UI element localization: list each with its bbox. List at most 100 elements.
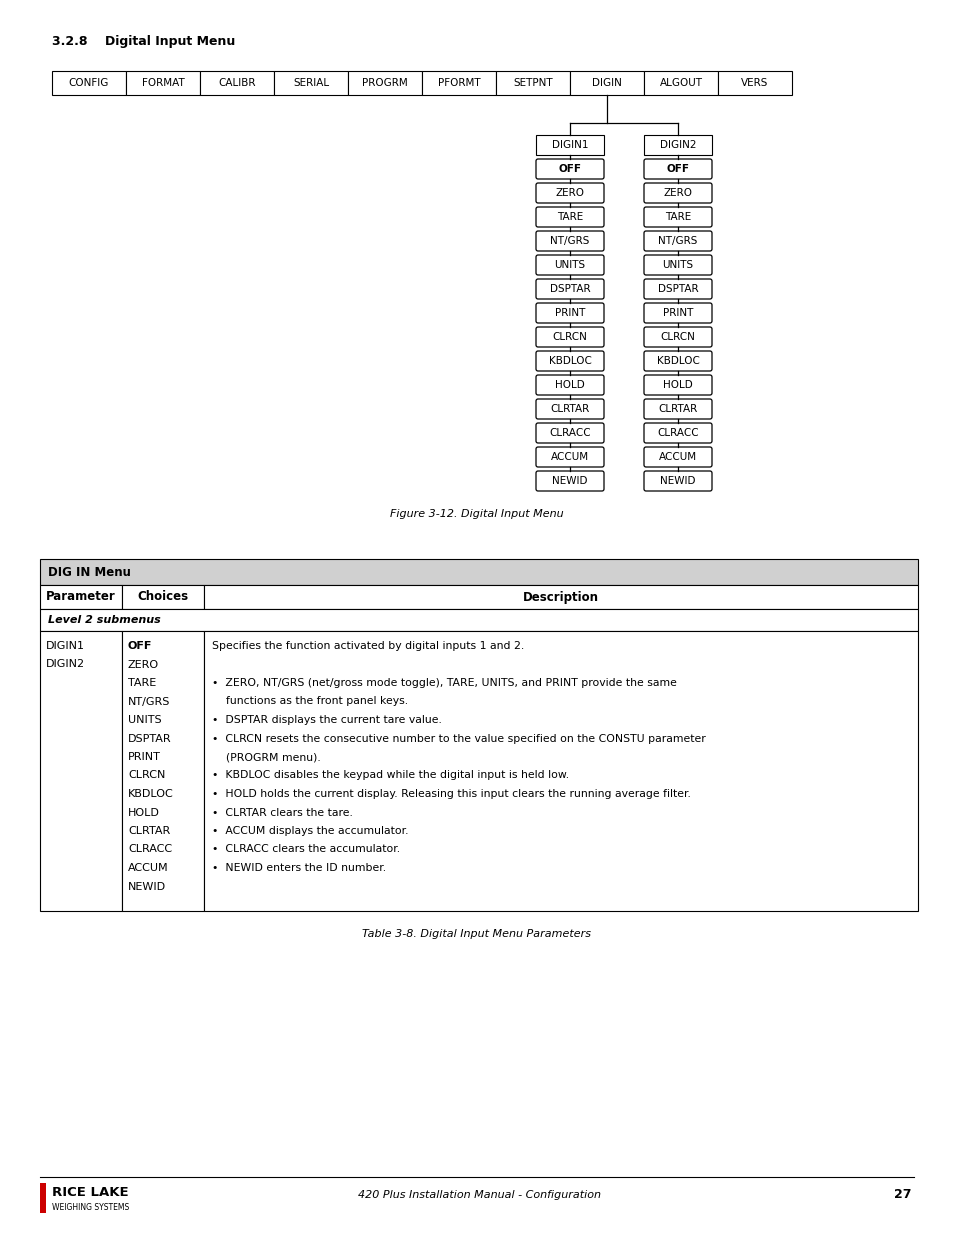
Bar [643, 70, 718, 95]
Text: RICE LAKE: RICE LAKE [52, 1187, 129, 1199]
Text: SERIAL: SERIAL [293, 78, 329, 88]
Bar [718, 70, 791, 95]
Bar [40, 631, 122, 911]
Bar [40, 585, 122, 609]
Text: NT/GRS: NT/GRS [128, 697, 171, 706]
Text: TARE: TARE [664, 212, 690, 222]
FancyBboxPatch shape [536, 399, 603, 419]
Bar [122, 631, 204, 911]
Text: HOLD: HOLD [555, 380, 584, 390]
Text: UNITS: UNITS [661, 261, 693, 270]
Text: KBDLOC: KBDLOC [548, 356, 591, 366]
Text: WEIGHING SYSTEMS: WEIGHING SYSTEMS [52, 1203, 129, 1212]
Text: NT/GRS: NT/GRS [550, 236, 589, 246]
Text: VERS: VERS [740, 78, 768, 88]
FancyBboxPatch shape [643, 375, 711, 395]
Text: CONFIG: CONFIG [69, 78, 109, 88]
Text: NEWID: NEWID [128, 882, 166, 892]
Text: ACCUM: ACCUM [128, 863, 169, 873]
Text: FORMAT: FORMAT [141, 78, 184, 88]
Text: PFORMT: PFORMT [437, 78, 479, 88]
FancyBboxPatch shape [536, 231, 603, 251]
FancyBboxPatch shape [536, 424, 603, 443]
Text: HOLD: HOLD [128, 808, 160, 818]
FancyBboxPatch shape [643, 447, 711, 467]
FancyBboxPatch shape [536, 159, 603, 179]
Text: CLRACC: CLRACC [549, 429, 590, 438]
Text: ACCUM: ACCUM [551, 452, 588, 462]
Text: ZERO: ZERO [662, 188, 692, 198]
FancyBboxPatch shape [536, 447, 603, 467]
Text: OFF: OFF [666, 164, 689, 174]
Text: •  DSPTAR displays the current tare value.: • DSPTAR displays the current tare value… [212, 715, 441, 725]
Text: CLRTAR: CLRTAR [128, 826, 170, 836]
Text: PRINT: PRINT [555, 308, 584, 317]
FancyBboxPatch shape [536, 207, 603, 227]
FancyBboxPatch shape [536, 375, 603, 395]
FancyBboxPatch shape [643, 231, 711, 251]
Text: Choices: Choices [137, 590, 189, 604]
Text: Description: Description [522, 590, 598, 604]
FancyBboxPatch shape [536, 303, 603, 324]
FancyBboxPatch shape [536, 254, 603, 275]
Text: 420 Plus Installation Manual - Configuration: 420 Plus Installation Manual - Configura… [358, 1191, 601, 1200]
Bar [274, 70, 348, 95]
FancyBboxPatch shape [536, 471, 603, 492]
Text: •  CLRACC clears the accumulator.: • CLRACC clears the accumulator. [212, 845, 399, 855]
Bar [348, 70, 421, 95]
Text: NT/GRS: NT/GRS [658, 236, 697, 246]
FancyBboxPatch shape [536, 183, 603, 203]
Text: UNITS: UNITS [128, 715, 161, 725]
Text: TARE: TARE [128, 678, 156, 688]
Text: ALGOUT: ALGOUT [659, 78, 701, 88]
Text: CLRCN: CLRCN [552, 332, 587, 342]
Text: 27: 27 [894, 1188, 911, 1202]
Text: (PROGRM menu).: (PROGRM menu). [212, 752, 320, 762]
Text: CLRACC: CLRACC [128, 845, 172, 855]
Text: KBDLOC: KBDLOC [128, 789, 173, 799]
Text: •  NEWID enters the ID number.: • NEWID enters the ID number. [212, 863, 386, 873]
FancyBboxPatch shape [536, 351, 603, 370]
FancyBboxPatch shape [643, 183, 711, 203]
FancyBboxPatch shape [643, 303, 711, 324]
FancyBboxPatch shape [643, 424, 711, 443]
Text: ZERO: ZERO [555, 188, 584, 198]
Bar [126, 70, 200, 95]
Bar [40, 1183, 46, 1213]
Bar [204, 585, 917, 609]
Text: DIGIN2: DIGIN2 [46, 659, 85, 669]
Text: PROGRM: PROGRM [362, 78, 408, 88]
FancyBboxPatch shape [643, 159, 711, 179]
Text: CLRCN: CLRCN [128, 771, 165, 781]
FancyBboxPatch shape [643, 254, 711, 275]
Text: •  HOLD holds the current display. Releasing this input clears the running avera: • HOLD holds the current display. Releas… [212, 789, 690, 799]
Bar [40, 609, 917, 631]
Bar [569, 70, 643, 95]
Text: ACCUM: ACCUM [659, 452, 697, 462]
FancyBboxPatch shape [643, 327, 711, 347]
Bar [52, 70, 126, 95]
Text: NEWID: NEWID [659, 475, 695, 487]
Text: UNITS: UNITS [554, 261, 585, 270]
Text: DIGIN2: DIGIN2 [659, 140, 696, 149]
FancyBboxPatch shape [643, 351, 711, 370]
Bar [643, 135, 711, 156]
Text: DIG IN Menu: DIG IN Menu [48, 566, 131, 578]
Text: •  ZERO, NT/GRS (net/gross mode toggle), TARE, UNITS, and PRINT provide the same: • ZERO, NT/GRS (net/gross mode toggle), … [212, 678, 677, 688]
Text: NEWID: NEWID [552, 475, 587, 487]
Text: CLRCN: CLRCN [659, 332, 695, 342]
Text: Parameter: Parameter [46, 590, 115, 604]
Text: Specifies the function activated by digital inputs 1 and 2.: Specifies the function activated by digi… [212, 641, 524, 651]
Text: CLRTAR: CLRTAR [658, 404, 697, 414]
Text: ZERO: ZERO [128, 659, 159, 669]
Bar [204, 631, 917, 911]
Text: CLRTAR: CLRTAR [550, 404, 589, 414]
Text: PRINT: PRINT [128, 752, 161, 762]
Text: CALIBR: CALIBR [218, 78, 255, 88]
Text: Table 3-8. Digital Input Menu Parameters: Table 3-8. Digital Input Menu Parameters [362, 929, 591, 939]
Text: OFF: OFF [128, 641, 152, 651]
Bar [40, 559, 917, 585]
Text: •  ACCUM displays the accumulator.: • ACCUM displays the accumulator. [212, 826, 408, 836]
Bar [421, 70, 496, 95]
Bar [122, 585, 204, 609]
